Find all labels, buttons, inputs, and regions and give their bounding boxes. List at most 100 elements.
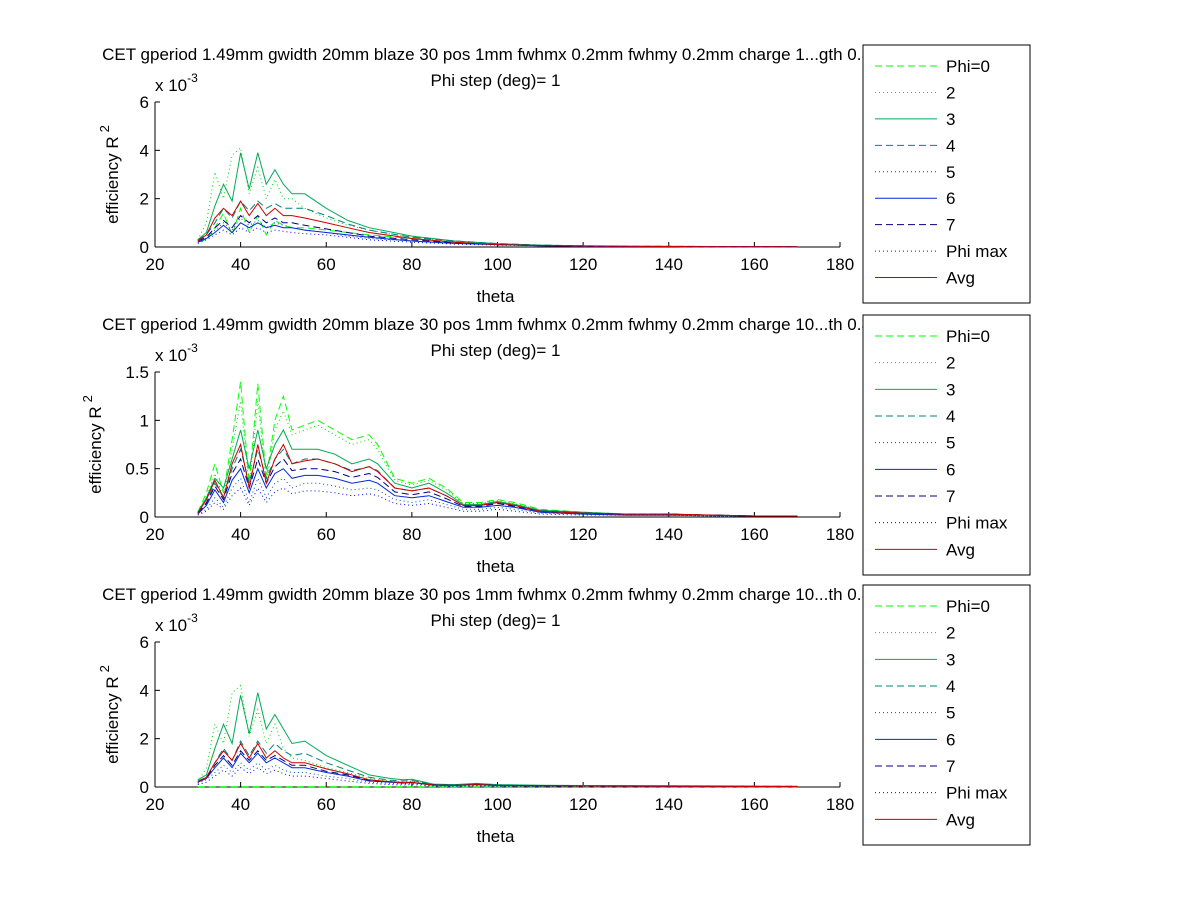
series-line-4 <box>197 200 798 248</box>
y-exponent-base: x 10 <box>155 616 187 635</box>
series-line-3 <box>197 692 798 787</box>
x-tick-label: 120 <box>569 255 597 274</box>
chart-title: CET gperiod 1.49mm gwidth 20mm blaze 30 … <box>102 45 889 64</box>
y-tick-label: 0 <box>140 238 149 257</box>
y-axis-label-text: efficiency R <box>86 406 105 494</box>
chart-subtitle: Phi step (deg)= 1 <box>431 341 561 360</box>
y-tick-label: 2 <box>140 730 149 749</box>
legend-entry: Phi=0 <box>946 597 990 616</box>
legend-entry: 5 <box>946 704 955 723</box>
legend-entry: 7 <box>946 216 955 235</box>
legend-entry: 5 <box>946 163 955 182</box>
legend-entry: 6 <box>946 460 955 479</box>
x-tick-label: 100 <box>483 525 511 544</box>
series-line-6 <box>197 467 798 517</box>
legend-entry: Phi=0 <box>946 57 990 76</box>
y-exponent-power: -3 <box>187 71 198 85</box>
chart-panel-3: 20 40 60 80 100 120 140 160 180 0 2 4 6 x 10-3 theta ef… <box>97 585 889 846</box>
x-tick-label: 160 <box>740 795 768 814</box>
y-tick-label: 0 <box>140 778 149 797</box>
x-tick-label: 100 <box>483 795 511 814</box>
legend-2: Phi=0 2 3 4 5 6 7 Phi max Avg <box>862 314 1031 576</box>
chart-subtitle: Phi step (deg)= 1 <box>431 71 561 90</box>
x-tick-label: 80 <box>402 795 421 814</box>
legend-entry: 6 <box>946 189 955 208</box>
y-axis-label-sup: 2 <box>80 395 95 402</box>
y-axis-label: efficiency R 2 <box>80 395 105 494</box>
x-tick-label: 180 <box>826 795 854 814</box>
legend-entry: 3 <box>946 650 955 669</box>
y-exponent-base: x 10 <box>155 76 187 95</box>
legend-entry: 2 <box>946 624 955 643</box>
y-exponent-power: -3 <box>187 341 198 355</box>
y-exponent-label: x 10-3 <box>155 611 198 635</box>
series-line-9 <box>197 200 798 248</box>
series-line-9 <box>197 742 798 787</box>
x-tick-label: 40 <box>231 795 250 814</box>
x-tick-label: 20 <box>146 795 165 814</box>
y-exponent-power: -3 <box>187 611 198 625</box>
y-exponent-label: x 10-3 <box>155 71 198 95</box>
x-tick-label: 60 <box>317 525 336 544</box>
y-exponent-base: x 10 <box>155 346 187 365</box>
y-tick-label: 6 <box>140 633 149 652</box>
chart-title: CET gperiod 1.49mm gwidth 20mm blaze 30 … <box>102 315 889 334</box>
y-tick-label: 2 <box>140 190 149 209</box>
legend-entry: 2 <box>946 354 955 373</box>
x-tick-label: 20 <box>146 255 165 274</box>
chart-title: CET gperiod 1.49mm gwidth 20mm blaze 30 … <box>102 585 889 604</box>
x-tick-label: 140 <box>655 795 683 814</box>
legend-entry: 4 <box>946 136 955 155</box>
legend-box <box>862 44 1031 304</box>
y-tick-label: 1.5 <box>125 363 149 382</box>
series-line-8 <box>197 767 798 788</box>
chart-panel-1: 20 40 60 80 100 120 140 160 180 0 2 4 6 x 10-3 theta ef… <box>97 45 889 306</box>
series-line-3 <box>197 428 798 517</box>
legend-entry: Avg <box>946 540 975 559</box>
x-tick-label: 120 <box>569 795 597 814</box>
x-tick-label: 160 <box>740 255 768 274</box>
y-axis-label: efficiency R 2 <box>97 125 122 224</box>
x-tick-label: 60 <box>317 255 336 274</box>
x-tick-label: 20 <box>146 525 165 544</box>
legend-1: Phi=0 2 3 4 5 6 7 Phi max Avg <box>862 44 1031 304</box>
y-tick-label: 4 <box>140 681 149 700</box>
legend-entry: 7 <box>946 757 955 776</box>
y-axis-label-sup: 2 <box>97 125 112 132</box>
legend-entry: 5 <box>946 434 955 453</box>
legend-entry: Avg <box>946 269 975 288</box>
y-axis-label-text: efficiency R <box>103 136 122 224</box>
x-tick-label: 60 <box>317 795 336 814</box>
x-tick-label: 120 <box>569 525 597 544</box>
legend-entry: Phi=0 <box>946 327 990 346</box>
x-tick-label: 140 <box>655 525 683 544</box>
legend-entry: 4 <box>946 677 955 696</box>
x-tick-label: 160 <box>740 525 768 544</box>
y-exponent-label: x 10-3 <box>155 341 198 365</box>
x-tick-label: 40 <box>231 525 250 544</box>
y-axis-label-text: efficiency R <box>103 676 122 764</box>
legend-entry: Phi max <box>946 784 1008 803</box>
series-line-5 <box>197 476 798 517</box>
series-line-7 <box>197 214 798 248</box>
series-line-5 <box>197 762 798 787</box>
legend-entry: 4 <box>946 407 955 426</box>
legend-box <box>862 584 1031 846</box>
series-line-9 <box>197 442 798 517</box>
y-tick-label: 0.5 <box>125 460 149 479</box>
x-axis-label: theta <box>477 287 515 306</box>
x-tick-label: 40 <box>231 255 250 274</box>
x-tick-label: 80 <box>402 525 421 544</box>
chart-subtitle: Phi step (deg)= 1 <box>431 611 561 630</box>
legend-entry: 7 <box>946 487 955 506</box>
x-axis-label: theta <box>477 557 515 576</box>
x-axis-label: theta <box>477 827 515 846</box>
legend-entry: 3 <box>946 110 955 129</box>
x-tick-label: 180 <box>826 525 854 544</box>
chart-panel-2: 20 40 60 80 100 120 140 160 180 0 0.5 1 1.5 x 10-3 the… <box>80 315 889 576</box>
legend-3: Phi=0 2 3 4 5 6 7 Phi max Avg <box>862 584 1031 846</box>
legend-entry: Phi max <box>946 242 1008 261</box>
series-line-2 <box>197 146 798 248</box>
y-axis-label-sup: 2 <box>97 665 112 672</box>
